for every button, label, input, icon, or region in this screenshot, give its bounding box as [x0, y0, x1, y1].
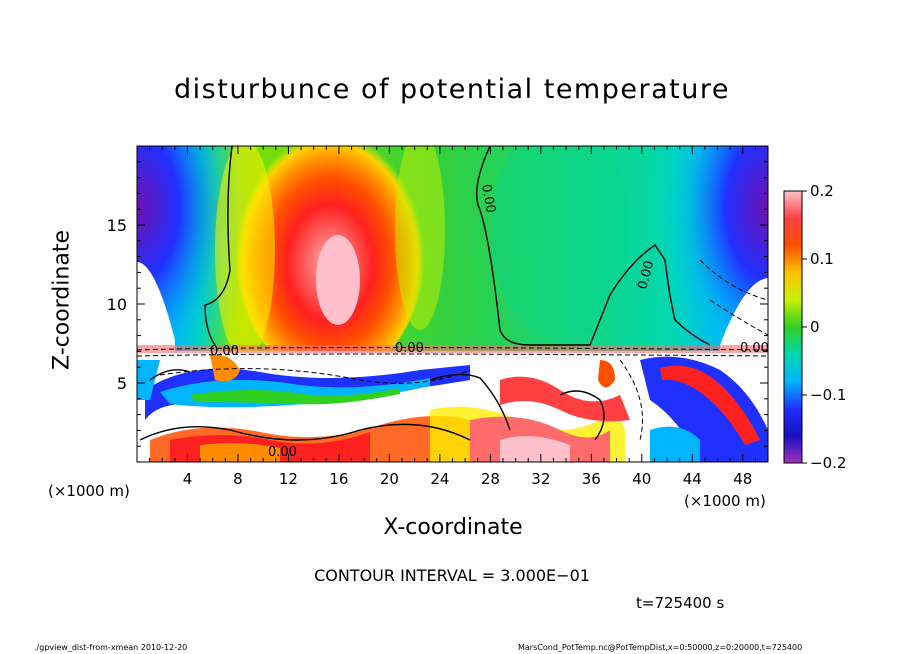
x-tick-label: 40 [632, 470, 651, 488]
x-tick-label: 48 [733, 470, 752, 488]
colorbar-tick-label: 0 [810, 318, 820, 336]
x-tick-label: 16 [329, 470, 348, 488]
colorbar-tick-label: 0.1 [810, 250, 834, 268]
x-tick-label: 20 [380, 470, 399, 488]
x-tick-label: 28 [481, 470, 500, 488]
x-axis-label: X-coordinate [383, 515, 523, 540]
x-unit-right: (×1000 m) [684, 492, 766, 510]
y-tick-label: 5 [117, 374, 127, 393]
y-tick-label: 15 [107, 216, 127, 235]
x-tick-label: 24 [430, 470, 449, 488]
contour-label: 0.00 [395, 341, 424, 356]
x-tick-label: 36 [582, 470, 601, 488]
y-tick-label: 10 [107, 295, 127, 314]
contour-label: 0.00 [740, 341, 769, 356]
chart-title: disturbunce of potential temperature [174, 74, 730, 105]
colorbar-tick-label: 0.2 [810, 182, 834, 200]
contour-label: 0.00 [210, 344, 239, 359]
footer-right: MarsCond_PotTemp.nc@PotTempDist,x=0:5000… [518, 643, 803, 652]
contour-label: 0.00 [268, 445, 297, 460]
colorbar [783, 190, 803, 464]
heatmap-field [137, 146, 768, 462]
x-tick-label: 12 [279, 470, 298, 488]
x-tick-label: 4 [183, 470, 193, 488]
x-tick-label: 32 [531, 470, 550, 488]
contour-label: 0.00 [635, 259, 657, 291]
colorbar-tick-label: −0.1 [810, 386, 846, 404]
footer-left: ./gpview_dist-from-xmean 2010-12-20 [34, 643, 188, 652]
x-unit-left: (×1000 m) [48, 482, 130, 500]
time-stamp: t=725400 s [636, 594, 725, 612]
axes: 4 8 12 16 20 24 28 32 36 40 44 48510150.20.10−0.1−0… [107, 146, 846, 488]
x-tick-label: 44 [683, 470, 702, 488]
colorbar-tick-label: −0.2 [810, 454, 846, 472]
contour-interval: CONTOUR INTERVAL = 3.000E−01 [314, 566, 590, 585]
x-tick-label: 8 [233, 470, 243, 488]
contour-label: 0.00 [478, 183, 498, 214]
